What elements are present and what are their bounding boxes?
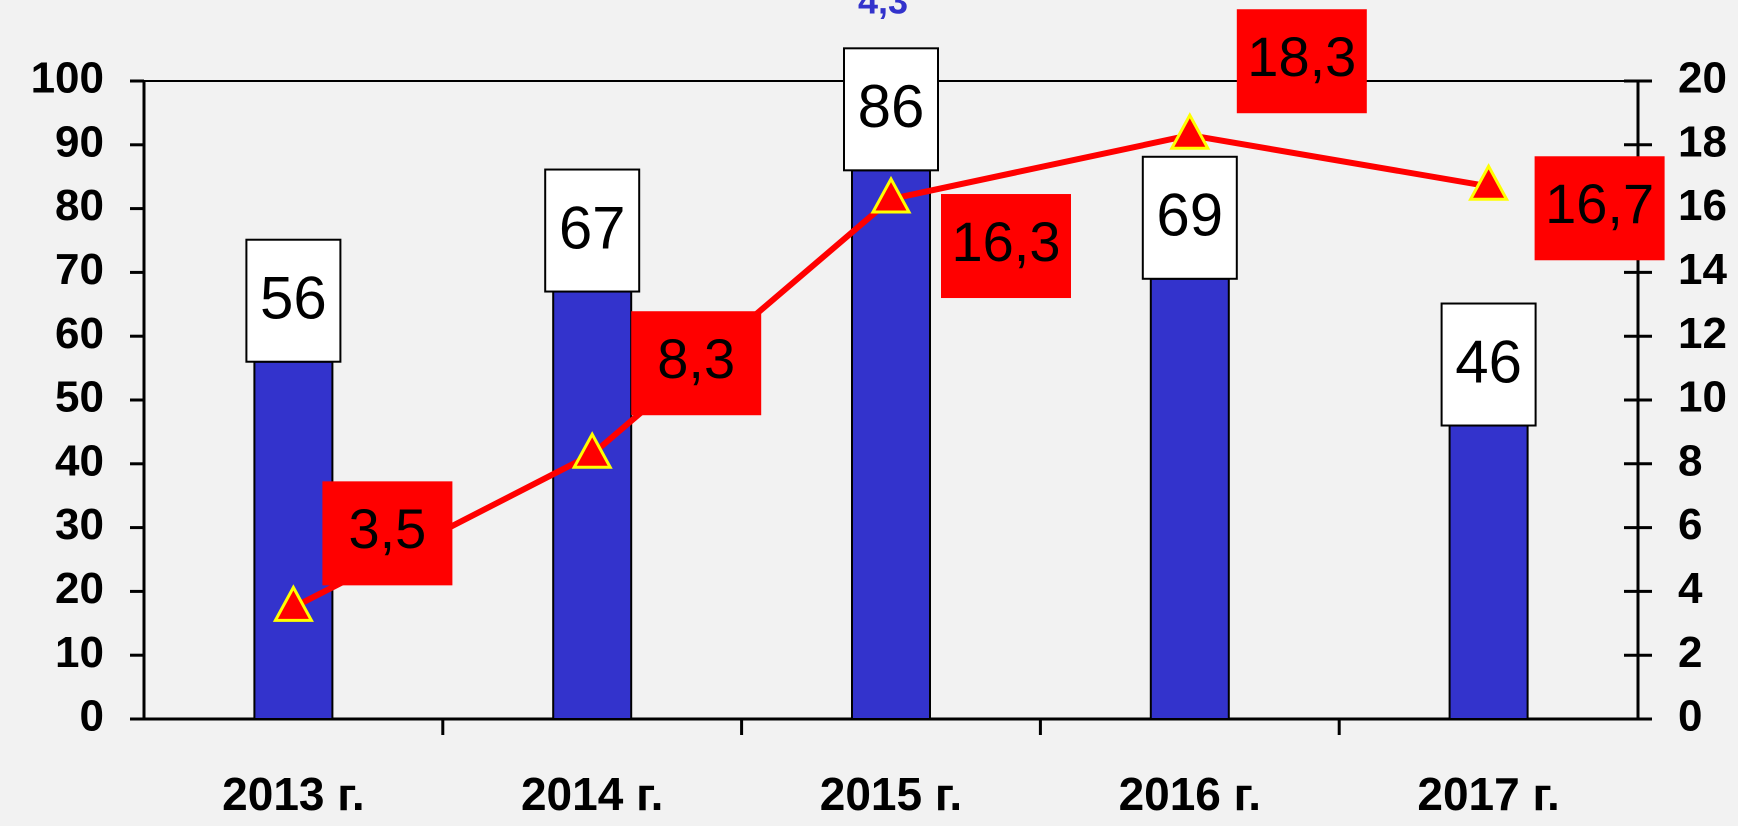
y2-tick-label: 2: [1678, 628, 1702, 677]
y-tick-label: 0: [80, 692, 104, 741]
bar-label: 67: [559, 194, 626, 261]
bar: [1149, 277, 1230, 720]
y-tick-label: 40: [55, 436, 104, 485]
annotation: 4,3: [858, 0, 908, 22]
y-tick-label: 90: [55, 117, 104, 166]
line-marker: [1169, 112, 1211, 150]
y-tick-label: 20: [55, 564, 104, 613]
line-label-box: [322, 481, 453, 586]
y2-tick-label: 6: [1678, 500, 1702, 549]
line-label-box: [941, 194, 1071, 299]
bar: [253, 360, 334, 720]
y-tick-label: 70: [55, 245, 104, 294]
bar: [552, 290, 633, 720]
y2-tick-label: 4: [1678, 564, 1703, 613]
y-tick-label: 60: [55, 309, 104, 358]
line-marker: [870, 175, 912, 214]
x-tick-label: 2016 г.: [1119, 768, 1261, 820]
y2-tick-label: 10: [1678, 373, 1727, 422]
bar-label: 56: [260, 265, 327, 332]
y2-tick-label: 20: [1678, 54, 1727, 103]
y2-tick-label: 18: [1678, 117, 1727, 166]
line-marker: [571, 431, 613, 469]
bar: [851, 169, 931, 720]
bar-label-box: [1440, 302, 1537, 427]
y2-tick-label: 0: [1678, 692, 1702, 741]
bar-label: 86: [858, 73, 925, 140]
line-label: 8,3: [657, 327, 735, 390]
x-tick-label: 2017 г.: [1417, 768, 1559, 820]
y-tick-label: 100: [31, 54, 104, 103]
y-tick-label: 50: [55, 373, 104, 422]
bar-label-box: [1141, 155, 1238, 280]
y-tick-label: 80: [55, 181, 104, 230]
bar-label-box: [843, 47, 939, 172]
line-marker: [272, 584, 314, 622]
y2-tick-label: 14: [1678, 245, 1727, 294]
line-label-box: [631, 311, 762, 416]
bar-label: 46: [1455, 328, 1522, 395]
y2-tick-label: 16: [1678, 181, 1727, 230]
y-tick-label: 10: [55, 628, 104, 677]
x-tick-label: 2013 г.: [222, 768, 364, 820]
line-label-box: [1534, 156, 1665, 261]
x-tick-label: 2014 г.: [521, 768, 663, 820]
y-tick-label: 30: [55, 500, 104, 549]
y2-tick-label: 8: [1678, 436, 1702, 485]
line-label: 16,7: [1545, 172, 1654, 235]
bar-label-box: [245, 238, 342, 363]
line-label: 16,3: [952, 210, 1061, 273]
x-tick-label: 2015 г.: [820, 768, 962, 820]
bar-label-box: [544, 168, 641, 293]
line-label: 3,5: [348, 497, 426, 560]
line-label: 18,3: [1247, 25, 1356, 88]
line-marker: [1468, 163, 1510, 201]
line-label-box: [1236, 9, 1367, 114]
bar: [1448, 424, 1529, 720]
y2-tick-label: 12: [1678, 309, 1727, 358]
bar-label: 69: [1156, 182, 1223, 249]
